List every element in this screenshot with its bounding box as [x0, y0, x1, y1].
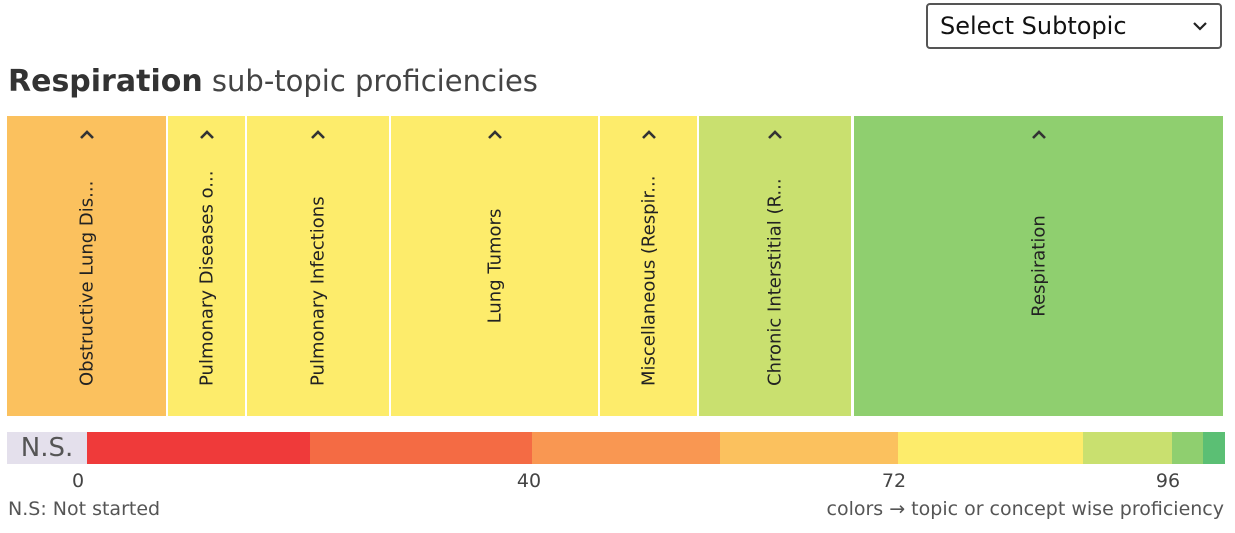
chevron-up-icon[interactable]	[198, 128, 216, 140]
legend-color-segment	[898, 432, 1083, 464]
title-topic: Respiration	[8, 64, 203, 99]
legend-tick: 40	[516, 470, 542, 492]
subtopic-label: Chronic Interstitial (R...	[764, 178, 786, 386]
chevron-up-icon[interactable]	[1030, 128, 1048, 140]
subtopic-blocks: Obstructive Lung Dis... Pulmonary Disease…	[7, 116, 1223, 416]
subtopic-label: Obstructive Lung Dis...	[76, 180, 97, 386]
legend-color-segment	[1172, 432, 1203, 464]
ns-note: N.S: Not started	[8, 498, 161, 520]
colors-note: colors → topic or concept wise proficien…	[826, 498, 1225, 520]
legend-tick: 0	[71, 470, 85, 492]
subtopic-select[interactable]: Select Subtopic	[926, 3, 1222, 49]
subtopic-block[interactable]: Obstructive Lung Dis...	[7, 116, 166, 416]
chevron-up-icon[interactable]	[766, 128, 784, 140]
chevron-down-icon	[1193, 22, 1207, 31]
legend-color-segment	[1203, 432, 1225, 464]
legend-tick: 72	[881, 470, 907, 492]
subtopic-block[interactable]: Respiration	[854, 116, 1223, 416]
subtopic-label: Miscellaneous (Respir...	[638, 175, 659, 386]
proficiency-legend: N.S.	[7, 432, 1225, 464]
subtopic-block[interactable]: Lung Tumors	[391, 116, 598, 416]
chevron-up-icon[interactable]	[78, 128, 96, 140]
legend-ns-segment: N.S.	[7, 432, 87, 464]
legend-color-segment	[720, 432, 898, 464]
legend-color-segment	[87, 432, 310, 464]
page-title: Respiration sub-topic proficiencies	[8, 64, 538, 99]
subtopic-block[interactable]: Pulmonary Infections	[247, 116, 389, 416]
subtopic-label: Pulmonary Diseases o...	[196, 170, 217, 386]
subtopic-block[interactable]: Pulmonary Diseases o...	[168, 116, 245, 416]
legend-color-segment	[1083, 432, 1172, 464]
legend-tick: 96	[1155, 470, 1181, 492]
chevron-up-icon[interactable]	[486, 128, 504, 140]
legend-color-segment	[532, 432, 720, 464]
chevron-up-icon[interactable]	[640, 128, 658, 140]
subtopic-label: Lung Tumors	[484, 208, 505, 324]
subtopic-label: Pulmonary Infections	[307, 196, 329, 386]
subtopic-label: Respiration	[1028, 215, 1049, 317]
subtopic-select-label: Select Subtopic	[940, 12, 1127, 40]
title-suffix: sub-topic proficiencies	[202, 64, 538, 98]
chevron-up-icon[interactable]	[309, 128, 327, 140]
subtopic-block[interactable]: Chronic Interstitial (R...	[699, 116, 851, 416]
subtopic-block[interactable]: Miscellaneous (Respir...	[600, 116, 697, 416]
legend-color-segment	[310, 432, 532, 464]
